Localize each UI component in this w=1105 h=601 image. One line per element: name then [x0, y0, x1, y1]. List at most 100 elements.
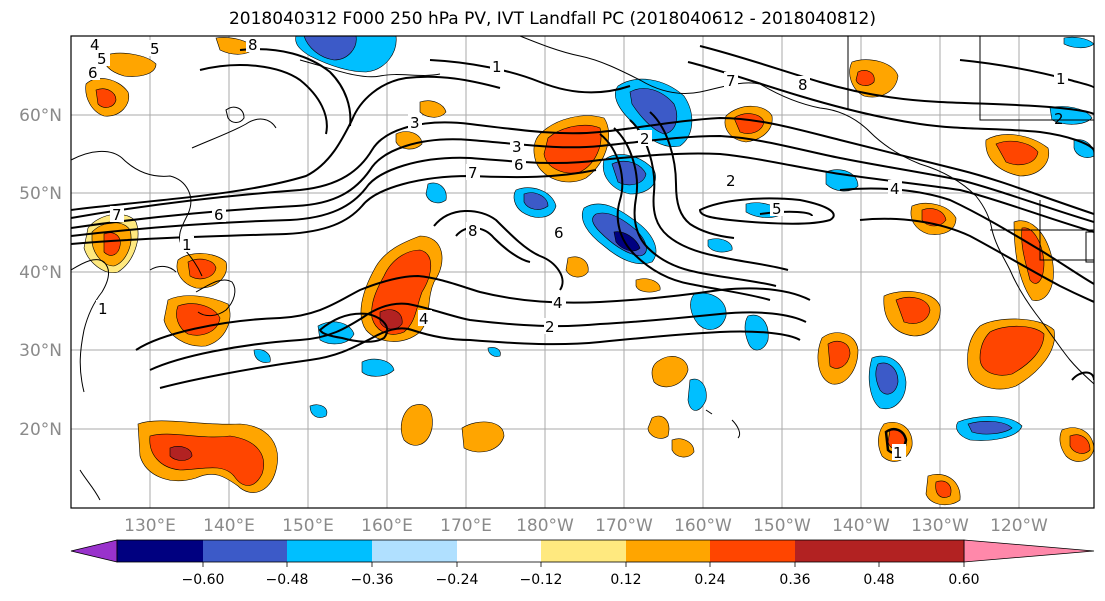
- positive-anomaly: [671, 438, 695, 458]
- colorbar-swatch: [795, 540, 879, 562]
- negative-anomaly: [309, 404, 328, 418]
- contour-label: 3: [512, 138, 522, 156]
- colorbar: −0.60 −0.48 −0.36 −0.24 −0.12 0.12 0.24 …: [70, 539, 1095, 588]
- colorbar-swatch: [541, 540, 626, 562]
- colorbar-swatch: [372, 540, 457, 562]
- negative-anomaly: [613, 231, 641, 252]
- contour-label: 5: [97, 50, 107, 68]
- colorbar-tick-label: −0.24: [436, 572, 479, 588]
- lon-label: 160°W: [674, 516, 732, 536]
- lat-label: 20°N: [19, 420, 62, 440]
- pv-anomaly-shading: [83, 36, 1094, 506]
- contour-label: 2: [640, 130, 650, 148]
- contour-label: 1: [492, 58, 502, 76]
- lat-label: 40°N: [19, 263, 62, 283]
- positive-anomaly: [400, 404, 433, 446]
- negative-anomaly: [707, 238, 733, 253]
- contour-label: 6: [514, 156, 524, 174]
- positive-anomaly: [103, 232, 121, 256]
- negative-anomaly: [361, 358, 395, 377]
- positive-anomaly: [169, 446, 193, 461]
- lat-label: 30°N: [19, 341, 62, 361]
- contour-label: 2: [726, 172, 736, 190]
- lat-label: 60°N: [19, 106, 62, 126]
- contour-label: 2: [545, 318, 555, 336]
- colorbar-tick-label: −0.60: [182, 572, 225, 588]
- colorbar-tick-label: −0.12: [520, 572, 563, 588]
- lon-label: 130°W: [911, 516, 969, 536]
- contour-label: 6: [214, 206, 224, 224]
- lon-label: 140°E: [203, 516, 255, 536]
- colorbar-extend-low: [70, 539, 118, 563]
- positive-anomaly: [565, 256, 589, 278]
- contour-label: 4: [890, 180, 900, 198]
- lon-label: 120°W: [990, 516, 1048, 536]
- contour-label: 8: [468, 222, 478, 240]
- contour-label: 8: [798, 76, 808, 94]
- lon-label: 130°E: [124, 516, 176, 536]
- colorbar-tick-label: 0.60: [948, 572, 979, 588]
- lon-label: 160°E: [361, 516, 413, 536]
- positive-anomaly: [651, 356, 689, 388]
- contour-label: 4: [90, 36, 100, 54]
- colorbar-tick-label: −0.48: [266, 572, 309, 588]
- positive-anomaly: [395, 131, 423, 150]
- lon-label: 170°E: [440, 516, 492, 536]
- positive-anomaly: [635, 278, 661, 293]
- contour-label: 8: [248, 36, 258, 54]
- contour-label: 3: [410, 114, 420, 132]
- contour-label: 7: [726, 72, 736, 90]
- lon-label: 150°W: [753, 516, 811, 536]
- contour-label: 5: [772, 200, 782, 218]
- positive-anomaly: [647, 415, 670, 439]
- map-frame: [70, 35, 1095, 509]
- contour-label: 1: [182, 236, 192, 254]
- colorbar-swatch: [117, 540, 203, 562]
- negative-anomaly: [690, 292, 727, 330]
- positive-anomaly: [1069, 434, 1091, 454]
- positive-anomaly: [995, 140, 1039, 165]
- lon-label: 150°E: [282, 516, 334, 536]
- colorbar-swatch: [203, 540, 287, 562]
- colorbar-swatch: [626, 540, 710, 562]
- colorbar-tick-label: 0.36: [779, 572, 810, 588]
- contour-label: 5: [150, 40, 160, 58]
- latitude-axis: 60°N 50°N 40°N 30°N 20°N: [19, 106, 62, 440]
- negative-anomaly: [523, 192, 549, 210]
- colorbar-swatch: [879, 540, 964, 562]
- contour-label: 1: [893, 444, 903, 462]
- negative-anomaly: [253, 349, 271, 363]
- positive-anomaly: [921, 208, 947, 227]
- positive-anomaly: [176, 303, 221, 336]
- map-title: 2018040312 F000 250 hPa PV, IVT Landfall…: [228, 9, 876, 29]
- colorbar-swatch: [710, 540, 795, 562]
- lon-label: 170°W: [595, 516, 653, 536]
- contour-label: 4: [419, 310, 429, 328]
- contour-labels: 1 2 3 4 5 6 7 8 4 5 6 7 2 4 6 8 1 2 3 4 …: [86, 36, 1068, 462]
- colorbar-tick-label: 0.12: [610, 572, 641, 588]
- colorbar-swatch: [457, 540, 541, 562]
- positive-anomaly: [855, 70, 875, 86]
- colorbar-swatch: [287, 540, 372, 562]
- contour-label: 2: [1054, 110, 1064, 128]
- negative-anomaly: [303, 36, 357, 61]
- positive-anomaly: [103, 52, 157, 77]
- contour-label: 4: [553, 294, 563, 312]
- contour-label: 1: [98, 300, 108, 318]
- longitude-axis: 130°E 140°E 150°E 160°E 170°E 180°W 170°…: [124, 516, 1048, 536]
- negative-anomaly: [967, 421, 1013, 435]
- contour-label: 7: [468, 164, 478, 182]
- positive-anomaly: [979, 325, 1045, 376]
- negative-anomaly: [875, 362, 899, 395]
- positive-anomaly: [895, 297, 931, 324]
- lon-label: 180°W: [516, 516, 574, 536]
- positive-anomaly: [827, 341, 851, 369]
- positive-anomaly: [935, 480, 952, 498]
- positive-anomaly: [419, 100, 447, 118]
- colorbar-tick-label: 0.48: [863, 572, 894, 588]
- negative-anomaly: [687, 378, 707, 411]
- lon-label: 140°W: [832, 516, 890, 536]
- colorbar-tick-label: 0.24: [694, 572, 725, 588]
- gridlines: [71, 36, 1094, 508]
